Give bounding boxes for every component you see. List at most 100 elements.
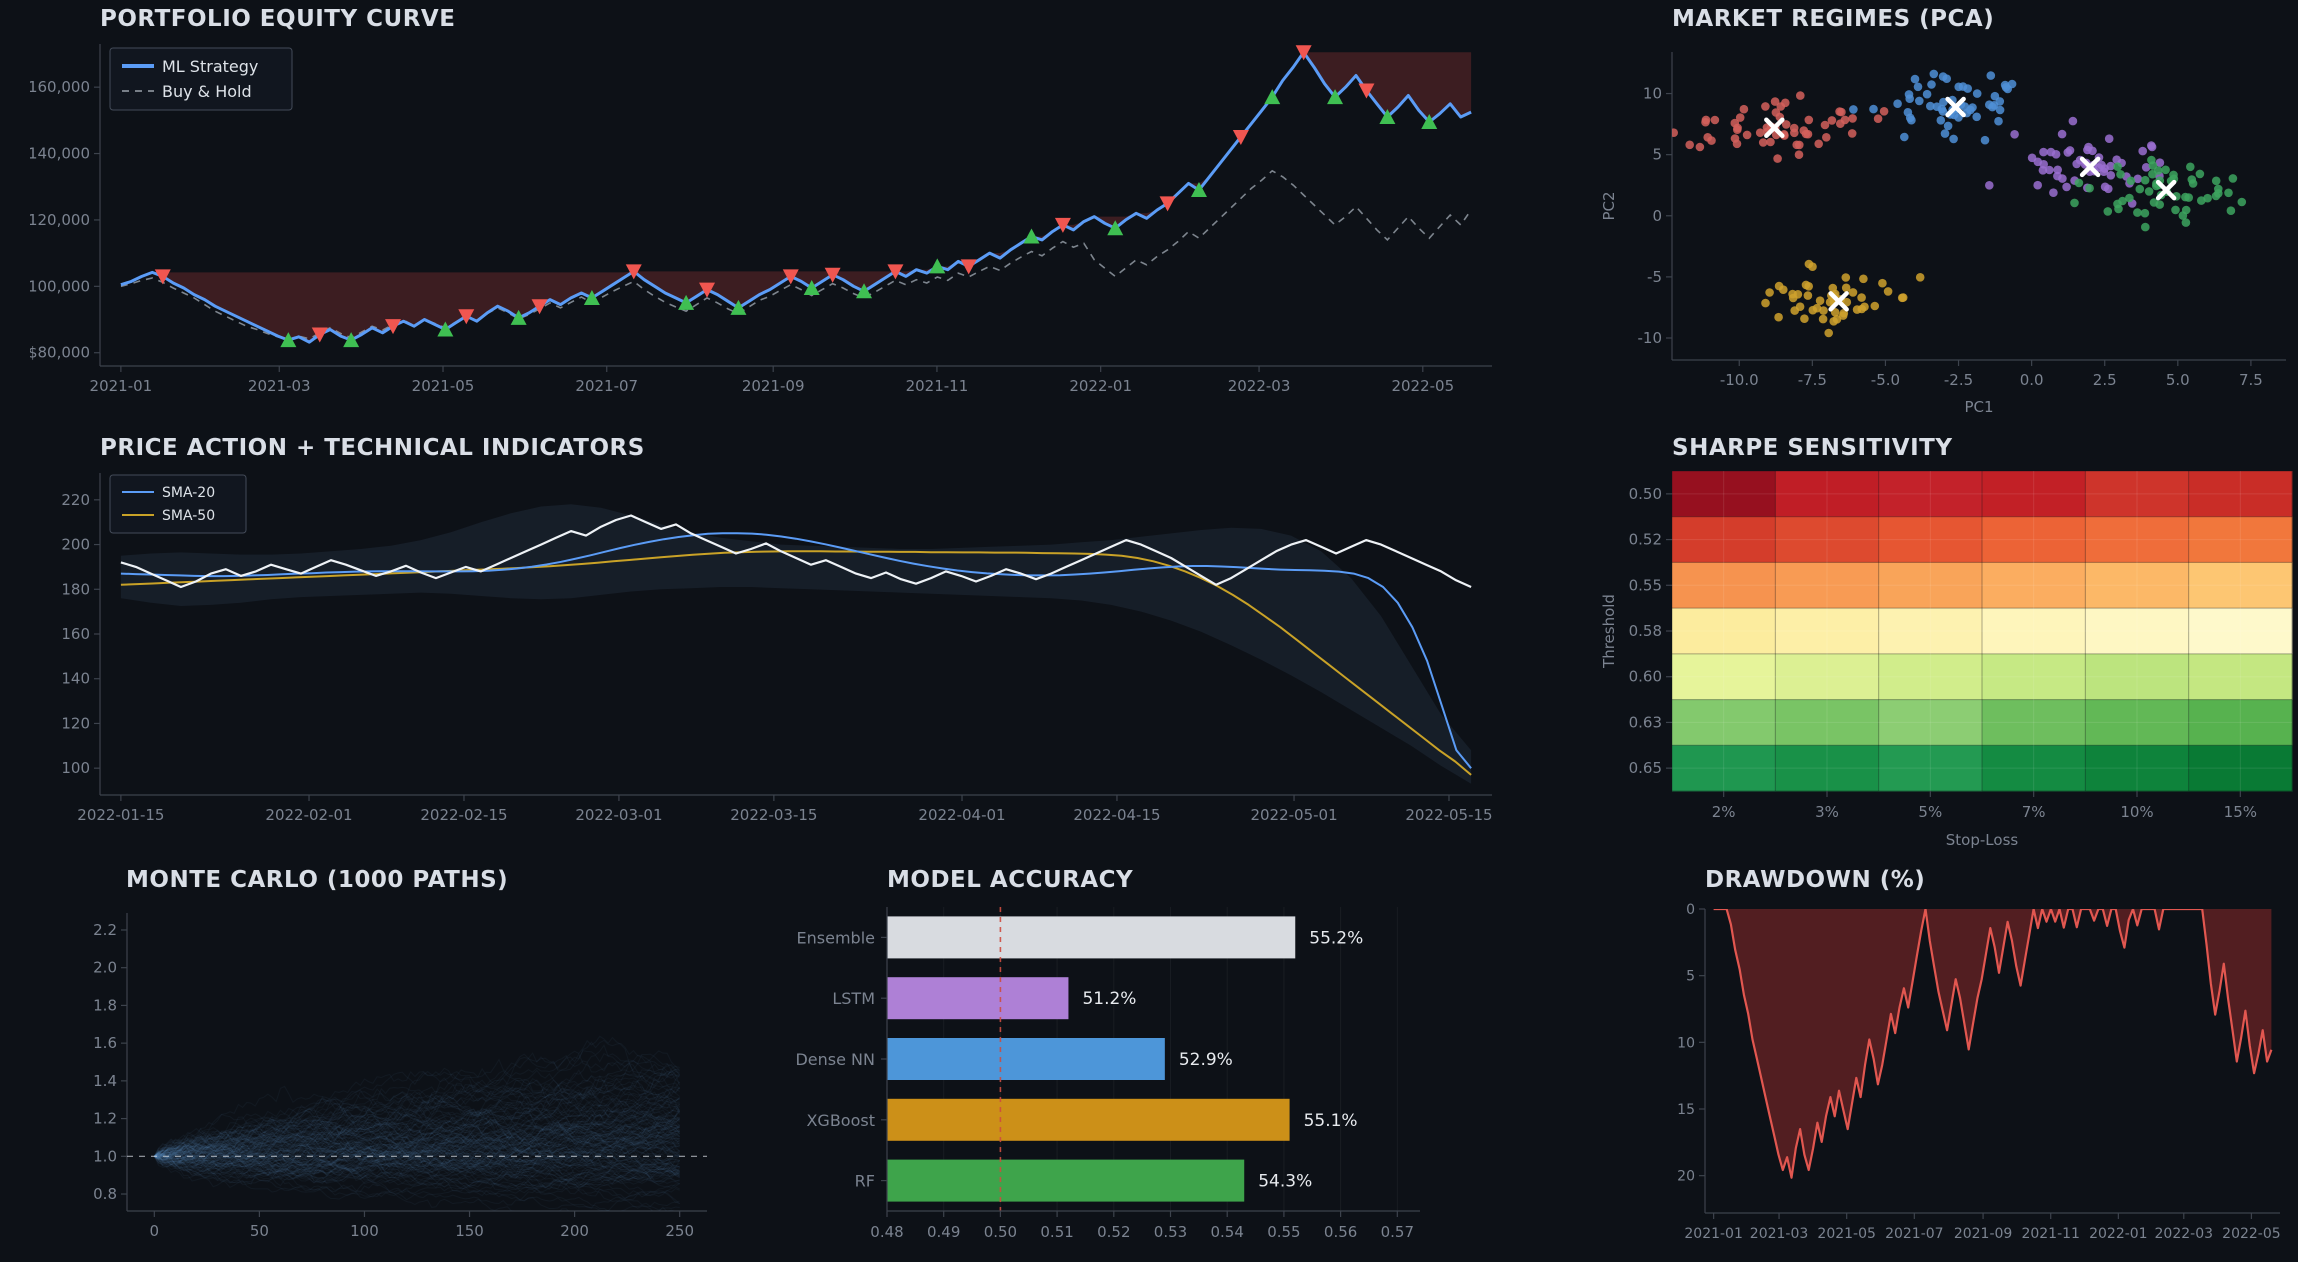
- svg-text:2021-01: 2021-01: [1684, 1226, 1743, 1242]
- svg-text:10%: 10%: [2120, 803, 2153, 821]
- svg-text:1.0: 1.0: [93, 1147, 117, 1165]
- svg-text:0.58: 0.58: [1629, 622, 1662, 640]
- panel-portfolio-equity-curve: PORTFOLIO EQUITY CURVE 2021-01 2021-03 202…: [30, 0, 1540, 425]
- accuracy-bar-lstm: [887, 977, 1069, 1020]
- sell-marker: [154, 269, 171, 285]
- svg-text:0.0: 0.0: [2020, 371, 2044, 389]
- svg-text:2021-03: 2021-03: [248, 377, 311, 395]
- price-chart-title: PRICE ACTION + TECHNICAL INDICATORS: [100, 435, 645, 461]
- panel-sharpe-sensitivity: SHARPE SENSITIVITY 2% 3% 5% 7% 10% 15% 0.50 0.5…: [1580, 425, 2298, 861]
- buy-marker: [1190, 182, 1207, 198]
- svg-text:15: 15: [1677, 1102, 1695, 1118]
- svg-text:RF: RF: [855, 1172, 875, 1191]
- equity-chart-title: PORTFOLIO EQUITY CURVE: [100, 6, 456, 32]
- svg-text:2021-05: 2021-05: [1817, 1226, 1876, 1242]
- svg-text:15%: 15%: [2224, 803, 2257, 821]
- svg-text:$120,000: $120,000: [30, 211, 90, 229]
- buy-marker: [856, 283, 873, 299]
- pca-scatter-plot: -10.0 -7.5 -5.0 -2.5 0.0 2.5 5.0 7.5 -10 -5 0 5 10 PC…: [1600, 52, 2286, 416]
- svg-text:1.4: 1.4: [93, 1072, 117, 1090]
- svg-text:0.57: 0.57: [1381, 1223, 1414, 1241]
- svg-text:200: 200: [560, 1222, 589, 1240]
- monte-carlo-chart-title: MONTE CARLO (1000 PATHS): [126, 867, 509, 893]
- accuracy-bar-xgboost: [887, 1098, 1290, 1141]
- svg-text:Dense NN: Dense NN: [795, 1050, 875, 1069]
- svg-text:2022-03: 2022-03: [2155, 1226, 2214, 1242]
- svg-text:0.50: 0.50: [1629, 485, 1662, 503]
- svg-text:2022-01: 2022-01: [2089, 1226, 2148, 1242]
- svg-text:0.51: 0.51: [1040, 1223, 1073, 1241]
- svg-text:2022-03-15: 2022-03-15: [730, 806, 817, 824]
- svg-text:0.55: 0.55: [1629, 576, 1662, 594]
- sharpe-heatmap-plot: 2% 3% 5% 7% 10% 15% 0.50 0.52 0.55 0.58 0.60 0.63 0.…: [1600, 470, 2293, 849]
- svg-text:51.2%: 51.2%: [1082, 989, 1136, 1009]
- svg-text:SMA-50: SMA-50: [162, 508, 215, 524]
- svg-text:1.8: 1.8: [93, 996, 117, 1014]
- svg-text:2021-09: 2021-09: [742, 377, 805, 395]
- panel-monte-carlo: MONTE CARLO (1000 PATHS) 0 50 100 150 200 250…: [55, 861, 745, 1262]
- sell-marker: [960, 259, 977, 275]
- sell-marker: [1232, 129, 1249, 145]
- svg-text:LSTM: LSTM: [832, 989, 875, 1008]
- accuracy-bar-dense-nn: [887, 1038, 1165, 1080]
- buy-marker: [1264, 89, 1281, 105]
- svg-text:2021-11: 2021-11: [2021, 1226, 2079, 1242]
- svg-text:160: 160: [61, 625, 90, 643]
- monte-carlo-plot: 0 50 100 150 200 250 0.8 1.0 1.2 1.4 1.6 1.8 2.0 2.2: [93, 913, 707, 1240]
- heatmap-chart-title: SHARPE SENSITIVITY: [1672, 435, 1953, 461]
- svg-text:55.1%: 55.1%: [1304, 1111, 1358, 1131]
- svg-text:2.0: 2.0: [93, 959, 117, 977]
- svg-text:5.0: 5.0: [2166, 371, 2190, 389]
- svg-text:$100,000: $100,000: [30, 277, 90, 295]
- drawdown-chart-title: DRAWDOWN (%): [1705, 867, 1926, 893]
- svg-text:0.50: 0.50: [984, 1223, 1017, 1241]
- svg-text:0.60: 0.60: [1629, 668, 1662, 686]
- svg-text:2.5: 2.5: [2093, 371, 2117, 389]
- svg-text:PC2: PC2: [1600, 191, 1618, 220]
- svg-text:2.2: 2.2: [93, 921, 117, 939]
- svg-text:-7.5: -7.5: [1798, 371, 1827, 389]
- svg-text:0.52: 0.52: [1097, 1223, 1130, 1241]
- equity-chart-plot: 2021-01 2021-03 2021-05 2021-07 2021-09 2021-…: [30, 44, 1492, 395]
- buy-marker: [803, 279, 820, 295]
- sell-marker: [1358, 83, 1375, 99]
- svg-text:7%: 7%: [2022, 803, 2046, 821]
- svg-text:0.48: 0.48: [870, 1223, 903, 1241]
- svg-text:-10: -10: [1638, 329, 1663, 347]
- svg-text:7.5: 7.5: [2239, 371, 2263, 389]
- svg-text:0.63: 0.63: [1629, 713, 1662, 731]
- svg-text:2022-01: 2022-01: [1069, 377, 1132, 395]
- sell-marker: [458, 309, 475, 325]
- buy-marker: [343, 332, 360, 348]
- svg-text:3%: 3%: [1815, 803, 1839, 821]
- buy-marker: [1379, 109, 1396, 125]
- price-action-plot: 2022-01-15 2022-02-01 2022-02-15 2022-03-01…: [61, 473, 1493, 824]
- svg-text:0.53: 0.53: [1154, 1223, 1187, 1241]
- svg-text:120: 120: [61, 714, 90, 732]
- svg-text:0: 0: [1652, 207, 1662, 225]
- sell-marker: [385, 319, 402, 335]
- svg-text:2022-01-15: 2022-01-15: [77, 806, 164, 824]
- buy-marker: [678, 294, 695, 310]
- svg-text:2022-02-01: 2022-02-01: [265, 806, 352, 824]
- svg-text:2022-05-01: 2022-05-01: [1250, 806, 1337, 824]
- panel-price-action-indicators: PRICE ACTION + TECHNICAL INDICATORS 2022…: [30, 425, 1540, 861]
- svg-text:2021-01: 2021-01: [90, 377, 153, 395]
- panel-model-accuracy: MODEL ACCURACY Ensemble 55.2% LSTM 51.2% Den…: [780, 861, 1505, 1262]
- svg-text:180: 180: [61, 580, 90, 598]
- panel-drawdown: DRAWDOWN (%) 2021-01 2021-03 2021-05 2021-0…: [1580, 861, 2298, 1262]
- svg-text:2021-03: 2021-03: [1750, 1226, 1809, 1242]
- svg-text:1.6: 1.6: [93, 1034, 117, 1052]
- svg-text:5: 5: [1652, 146, 1662, 164]
- svg-text:Ensemble: Ensemble: [797, 928, 875, 947]
- buy-marker: [437, 321, 454, 337]
- svg-text:10: 10: [1643, 85, 1662, 103]
- svg-text:2022-05: 2022-05: [1391, 377, 1454, 395]
- svg-text:1.2: 1.2: [93, 1110, 117, 1128]
- buy-marker: [1421, 114, 1438, 130]
- svg-text:2021-07: 2021-07: [575, 377, 638, 395]
- svg-text:SMA-20: SMA-20: [162, 485, 215, 501]
- svg-text:50: 50: [250, 1222, 269, 1240]
- svg-text:2022-05: 2022-05: [2222, 1226, 2281, 1242]
- svg-text:0: 0: [1686, 902, 1695, 918]
